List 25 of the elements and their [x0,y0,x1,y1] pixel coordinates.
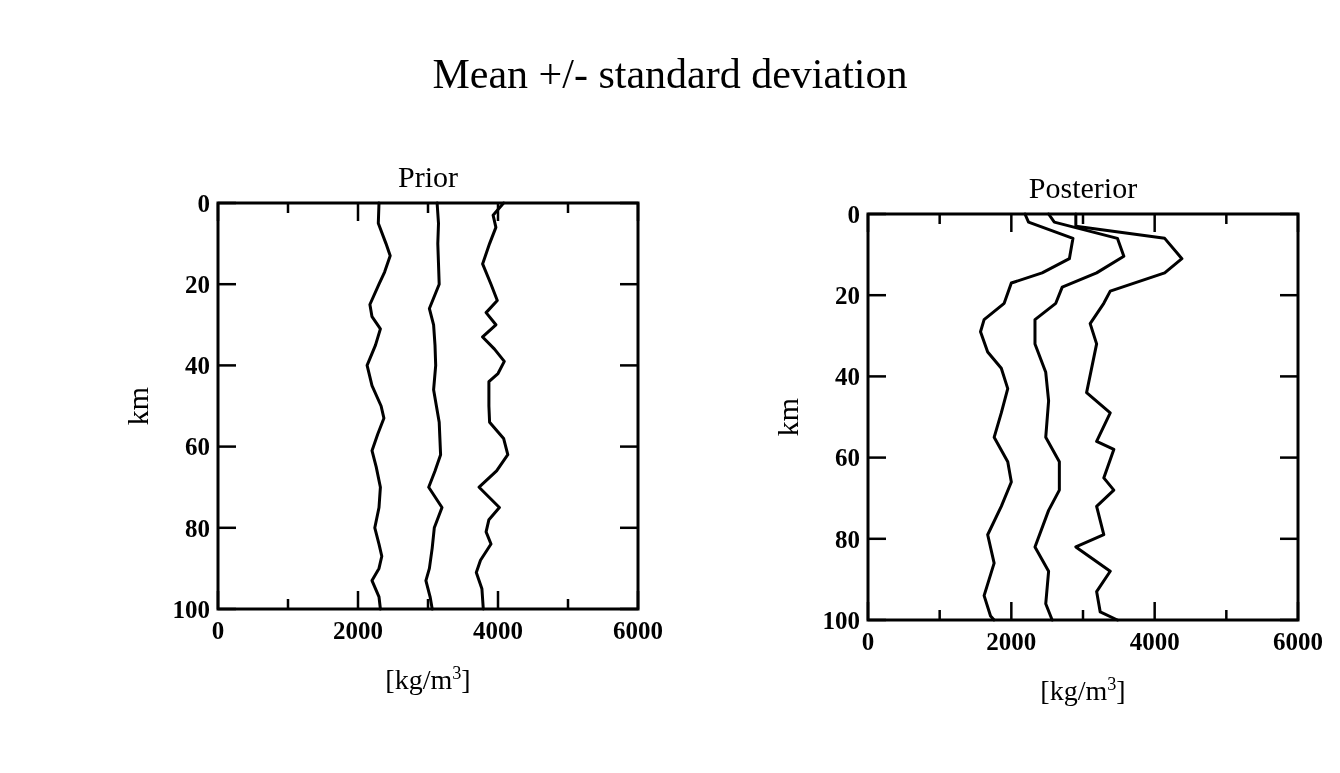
y-tick-label: 80 [835,525,860,553]
y-tick-label: 80 [185,514,210,542]
chart-title: Prior [398,160,459,193]
y-tick-label: 60 [835,444,860,472]
y-tick-label: 40 [835,363,860,391]
x-tick-label: 6000 [613,617,663,644]
y-tick-label: 0 [847,200,860,228]
x-tick-label: 2000 [333,617,383,644]
y-axis-title: km [771,397,804,437]
x-axis-title: [kg/m$^{3}$] [1040,674,1126,706]
y-tick-label: 100 [172,595,210,623]
y-tick-label: 20 [185,270,210,298]
x-tick-label: 6000 [1273,628,1323,655]
x-axis-title: [kg/m$^{3}$] [385,663,471,695]
y-axis-title: km [121,386,154,426]
y-tick-label: 40 [185,352,210,380]
x-tick-label: 4000 [473,617,523,644]
x-tick-label: 2000 [986,628,1037,655]
y-tick-label: 0 [197,189,210,217]
x-tick-label: 4000 [1129,628,1180,655]
y-tick-label: 60 [185,433,210,461]
text: Mean +/- standard deviation [432,51,908,97]
chart-title: Posterior [1028,171,1138,204]
y-tick-label: 100 [822,606,860,634]
y-tick-label: 20 [835,281,860,309]
